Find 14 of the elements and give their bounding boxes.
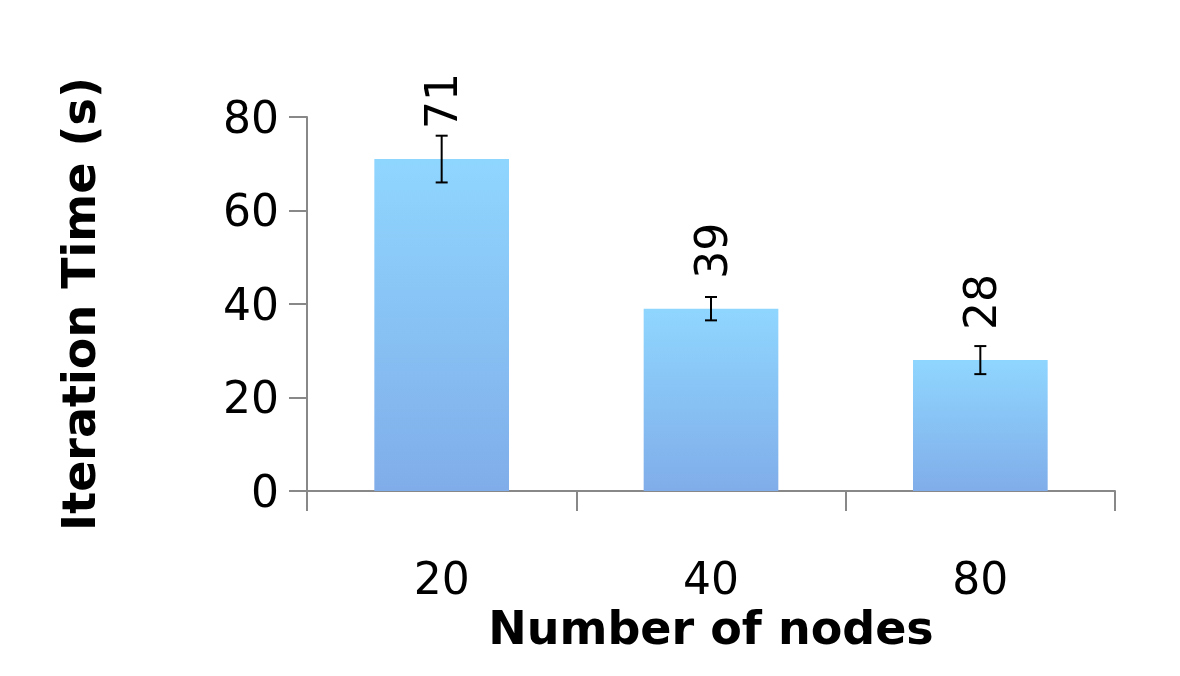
bar [913,360,1048,491]
y-tick-label: 80 [223,91,279,143]
bar [643,308,779,491]
bar [374,159,509,491]
y-tick-label: 40 [223,278,279,330]
y-tick-label: 60 [223,185,279,236]
y-tick-label: 20 [223,372,279,423]
x-tick-label: 20 [413,552,470,604]
data-label: 71 [416,73,468,130]
data-label: 28 [954,274,1006,331]
y-tick-label: 0 [251,465,279,517]
data-label: 39 [685,222,737,279]
y-axis-title: Iteration Time (s) [52,77,106,531]
x-tick-label: 80 [952,552,1009,604]
